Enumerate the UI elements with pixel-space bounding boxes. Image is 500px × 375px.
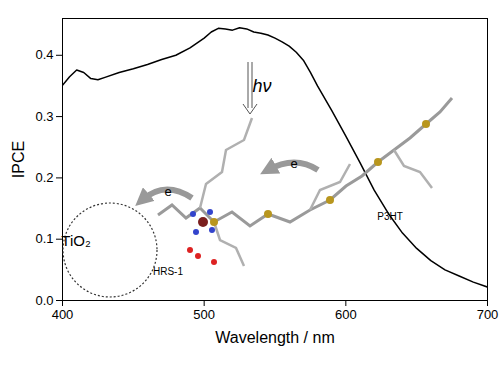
svg-text:e: e [164,184,171,199]
svg-text:0.4: 0.4 [35,47,53,62]
svg-text:IPCE: IPCE [10,141,27,178]
svg-text:0.0: 0.0 [35,293,53,308]
svg-text:0.1: 0.1 [35,231,53,246]
svg-text:0.2: 0.2 [35,170,53,185]
svg-text:HRS-1: HRS-1 [153,266,183,277]
svg-text:hν: hν [252,76,271,96]
svg-text:e: e [290,156,297,171]
svg-text:600: 600 [335,307,357,322]
svg-text:TiO₂: TiO₂ [61,232,91,249]
svg-text:P3HT: P3HT [377,211,403,222]
svg-text:0.3: 0.3 [35,109,53,124]
svg-text:Wavelength / nm: Wavelength / nm [215,329,334,346]
svg-text:400: 400 [52,307,74,322]
svg-text:700: 700 [477,307,499,322]
svg-text:500: 500 [193,307,215,322]
